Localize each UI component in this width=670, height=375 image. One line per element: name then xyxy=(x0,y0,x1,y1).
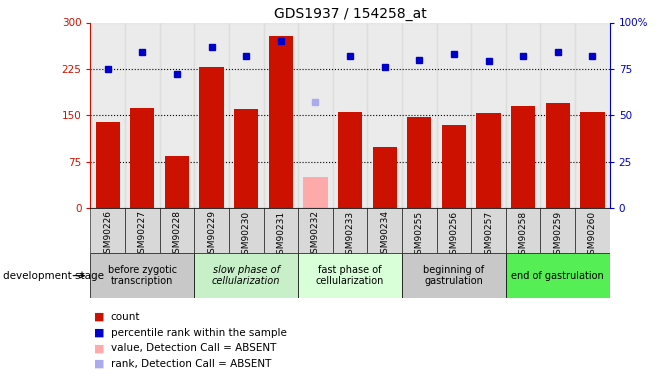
Text: GSM90228: GSM90228 xyxy=(172,210,182,260)
Text: GSM90230: GSM90230 xyxy=(242,210,251,260)
Bar xyxy=(476,114,500,208)
Bar xyxy=(159,22,194,208)
Bar xyxy=(333,208,367,253)
Text: GSM90233: GSM90233 xyxy=(346,210,354,260)
Bar xyxy=(200,67,224,208)
Bar xyxy=(506,208,541,253)
Text: GSM90227: GSM90227 xyxy=(138,210,147,260)
Text: value, Detection Call = ABSENT: value, Detection Call = ABSENT xyxy=(111,344,276,353)
Bar xyxy=(541,22,575,208)
Text: GSM90257: GSM90257 xyxy=(484,210,493,260)
Bar xyxy=(541,208,575,253)
Bar xyxy=(298,22,333,208)
Bar xyxy=(367,208,402,253)
Text: GSM90259: GSM90259 xyxy=(553,210,562,260)
Title: GDS1937 / 154258_at: GDS1937 / 154258_at xyxy=(274,8,426,21)
Text: GSM90255: GSM90255 xyxy=(415,210,424,260)
Bar xyxy=(125,22,159,208)
Text: GSM90256: GSM90256 xyxy=(450,210,458,260)
Bar xyxy=(442,124,466,208)
Bar xyxy=(338,112,362,208)
Text: fast phase of
cellularization: fast phase of cellularization xyxy=(316,265,385,286)
Text: GSM90258: GSM90258 xyxy=(519,210,528,260)
Bar xyxy=(298,208,333,253)
Bar xyxy=(373,147,397,208)
Bar xyxy=(407,117,431,208)
Bar xyxy=(506,253,610,298)
Text: ■: ■ xyxy=(94,359,105,369)
Bar xyxy=(333,22,367,208)
Bar xyxy=(575,208,610,253)
Bar xyxy=(269,36,293,208)
Bar xyxy=(402,253,506,298)
Text: beginning of
gastrulation: beginning of gastrulation xyxy=(423,265,484,286)
Text: end of gastrulation: end of gastrulation xyxy=(511,271,604,280)
Bar xyxy=(194,22,229,208)
Bar xyxy=(471,208,506,253)
Text: GSM90234: GSM90234 xyxy=(380,210,389,260)
Bar xyxy=(263,22,298,208)
Bar xyxy=(471,22,506,208)
Bar xyxy=(90,208,125,253)
Bar xyxy=(437,208,471,253)
Bar xyxy=(159,208,194,253)
Bar xyxy=(165,156,189,208)
Text: ■: ■ xyxy=(94,328,105,338)
Text: ■: ■ xyxy=(94,344,105,353)
Bar xyxy=(402,208,437,253)
Bar xyxy=(298,253,402,298)
Bar xyxy=(194,208,229,253)
Bar xyxy=(130,108,155,208)
Text: GSM90232: GSM90232 xyxy=(311,210,320,260)
Text: rank, Detection Call = ABSENT: rank, Detection Call = ABSENT xyxy=(111,359,271,369)
Text: GSM90260: GSM90260 xyxy=(588,210,597,260)
Bar xyxy=(367,22,402,208)
Text: GSM90226: GSM90226 xyxy=(103,210,113,260)
Bar xyxy=(234,109,259,208)
Text: GSM90231: GSM90231 xyxy=(276,210,285,260)
Bar xyxy=(402,22,437,208)
Bar xyxy=(575,22,610,208)
Text: GSM90229: GSM90229 xyxy=(207,210,216,260)
Bar xyxy=(545,103,570,208)
Bar xyxy=(90,253,194,298)
Bar xyxy=(194,253,298,298)
Bar xyxy=(96,122,120,208)
Bar xyxy=(90,22,125,208)
Text: slow phase of
cellularization: slow phase of cellularization xyxy=(212,265,281,286)
Bar xyxy=(437,22,471,208)
Text: development stage: development stage xyxy=(3,271,105,280)
Bar xyxy=(229,208,263,253)
Text: count: count xyxy=(111,312,140,322)
Bar xyxy=(125,208,159,253)
Text: percentile rank within the sample: percentile rank within the sample xyxy=(111,328,287,338)
Bar xyxy=(511,106,535,208)
Bar xyxy=(506,22,541,208)
Bar xyxy=(263,208,298,253)
Bar xyxy=(580,112,604,208)
Bar xyxy=(229,22,263,208)
Bar xyxy=(304,177,328,208)
Text: before zygotic
transcription: before zygotic transcription xyxy=(108,265,177,286)
Text: ■: ■ xyxy=(94,312,105,322)
